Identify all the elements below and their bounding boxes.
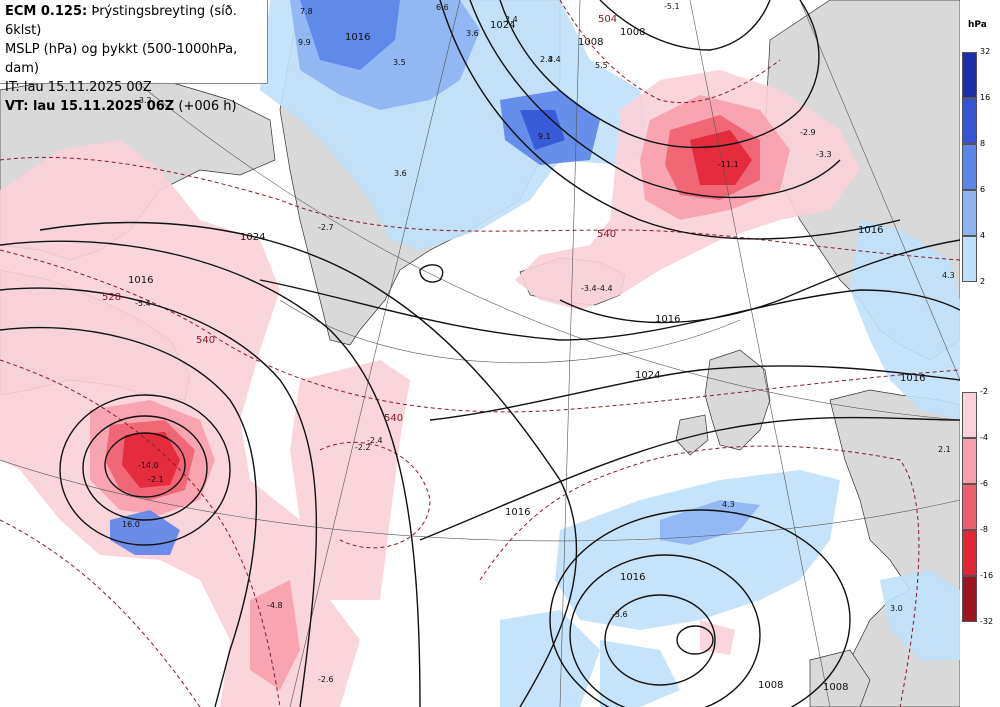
isobar-label: 1008 [620, 27, 645, 38]
legend-value: -16 [980, 571, 994, 580]
title-line-1: ECM 0.125: Þrýstingsbreyting (síð. 6klst… [5, 2, 262, 40]
title-line-4: VT: lau 15.11.2025 06Z (+006 h) [5, 97, 262, 116]
change-label: 5.5 [595, 61, 608, 70]
isobar-labels: 1024 1016 1016 1016 1024 1016 1024 1016 … [128, 20, 925, 693]
isobar-label: 1008 [823, 682, 848, 693]
change-label: 7.8 [300, 7, 313, 16]
change-label: -5.1 [664, 2, 680, 11]
isobar-label: 1016 [128, 275, 153, 286]
thickness-labels: 540 540 540 528 504 [102, 14, 617, 424]
legend-swatch [962, 392, 977, 438]
change-label: -2.4 [367, 436, 383, 445]
change-label: 2.4 [540, 55, 553, 64]
legend-swatch [962, 530, 977, 576]
change-label: -2.1 [148, 475, 164, 484]
legend-swatch [962, 576, 977, 622]
change-label: 3.5 [393, 58, 406, 67]
change-label: -4.8 [267, 601, 283, 610]
legend-swatch [962, 438, 977, 484]
isobar-label: 1024 [240, 232, 265, 243]
change-label: 2.1 [938, 445, 951, 454]
model-name: ECM 0.125: [5, 4, 88, 19]
isobar-label: 1024 [635, 370, 660, 381]
legend-swatch [962, 52, 977, 98]
legend-value: -32 [980, 617, 994, 626]
isobar-label: 1016 [345, 32, 370, 43]
isobar-label: 1024 [490, 20, 515, 31]
change-label: -14.0 [138, 461, 159, 470]
thickness-label: 504 [598, 14, 617, 25]
lead-time: (+006 h) [174, 99, 237, 114]
change-label: -2.6 [318, 675, 334, 684]
change-label: 3.6 [394, 169, 407, 178]
change-label: 6.6 [436, 3, 449, 12]
thickness-label: 540 [384, 413, 403, 424]
change-label: -2.7 [318, 223, 334, 232]
valid-time: VT: lau 15.11.2025 06Z [5, 99, 175, 114]
legend-value: -6 [980, 479, 988, 488]
change-label: 4.3 [942, 271, 955, 280]
legend-swatch [962, 144, 977, 190]
change-labels: 7.8 9.9 6.6 2.4 3.6 3.5 2.4 5.5 3.6 9.1 … [122, 2, 955, 684]
thickness-label: 540 [597, 229, 616, 240]
graticule [0, 0, 960, 707]
isobar-label: 1016 [858, 225, 883, 236]
legend-swatch [962, 190, 977, 236]
color-legend: hPa 32 16 8 6 4 2 -2 -4 -6 -8 -16 -32 [960, 0, 1000, 707]
change-label: -3.6 [612, 610, 628, 619]
change-label: 9.1 [538, 132, 551, 141]
legend-value: -2 [980, 387, 988, 396]
change-label: -2.2 [355, 443, 371, 452]
change-label: -11.1 [718, 160, 739, 169]
legend-swatch [962, 236, 977, 282]
change-label: -3.4 [581, 284, 597, 293]
legend-swatch [962, 484, 977, 530]
change-label: 2.4 [505, 15, 518, 24]
title-line-3: IT: lau 15.11.2025 00Z [5, 80, 152, 95]
isobar-label: 1016 [620, 572, 645, 583]
isobar-label: 1008 [578, 37, 603, 48]
thickness-label: 528 [102, 292, 121, 303]
legend-value: -4 [980, 433, 988, 442]
change-label: -3.3 [816, 150, 832, 159]
legend-value: 8 [980, 139, 986, 148]
legend-value: 4 [980, 231, 986, 240]
legend-value: 6 [980, 185, 986, 194]
isobar-label: 1016 [900, 373, 925, 384]
change-label: 16.0 [122, 520, 140, 529]
title-line-2: MSLP (hPa) og þykkt (500-1000hPa, dam) [5, 42, 238, 76]
isobar-label: 1016 [505, 507, 530, 518]
legend-value: -8 [980, 525, 988, 534]
change-label: 9.9 [298, 38, 311, 47]
change-label: -5.4 [135, 299, 151, 308]
legend-unit: hPa [968, 20, 987, 30]
thickness-contours [0, 0, 960, 707]
change-label: -4.4 [597, 284, 613, 293]
legend-value: 16 [980, 93, 991, 102]
field-name: Þrýstingsbreyting (síð. 6klst) [5, 4, 237, 38]
change-label: 3.4 [548, 55, 561, 64]
map-title-box: ECM 0.125: Þrýstingsbreyting (síð. 6klst… [0, 0, 268, 114]
change-label: -3.2 [136, 96, 152, 105]
isobar-label: 1016 [655, 314, 680, 325]
change-label: 3.6 [466, 29, 479, 38]
isobar-label: 1008 [758, 680, 783, 691]
change-label: 4.3 [722, 500, 735, 509]
weather-map: 1024 1016 1016 1016 1024 1016 1024 1016 … [0, 0, 960, 707]
change-label: -2.9 [800, 128, 816, 137]
legend-value: 32 [980, 47, 991, 56]
isobars [0, 0, 960, 707]
legend-swatch [962, 98, 977, 144]
thickness-label: 540 [196, 335, 215, 346]
change-label: 3.0 [890, 604, 903, 613]
legend-value: 2 [980, 277, 986, 286]
